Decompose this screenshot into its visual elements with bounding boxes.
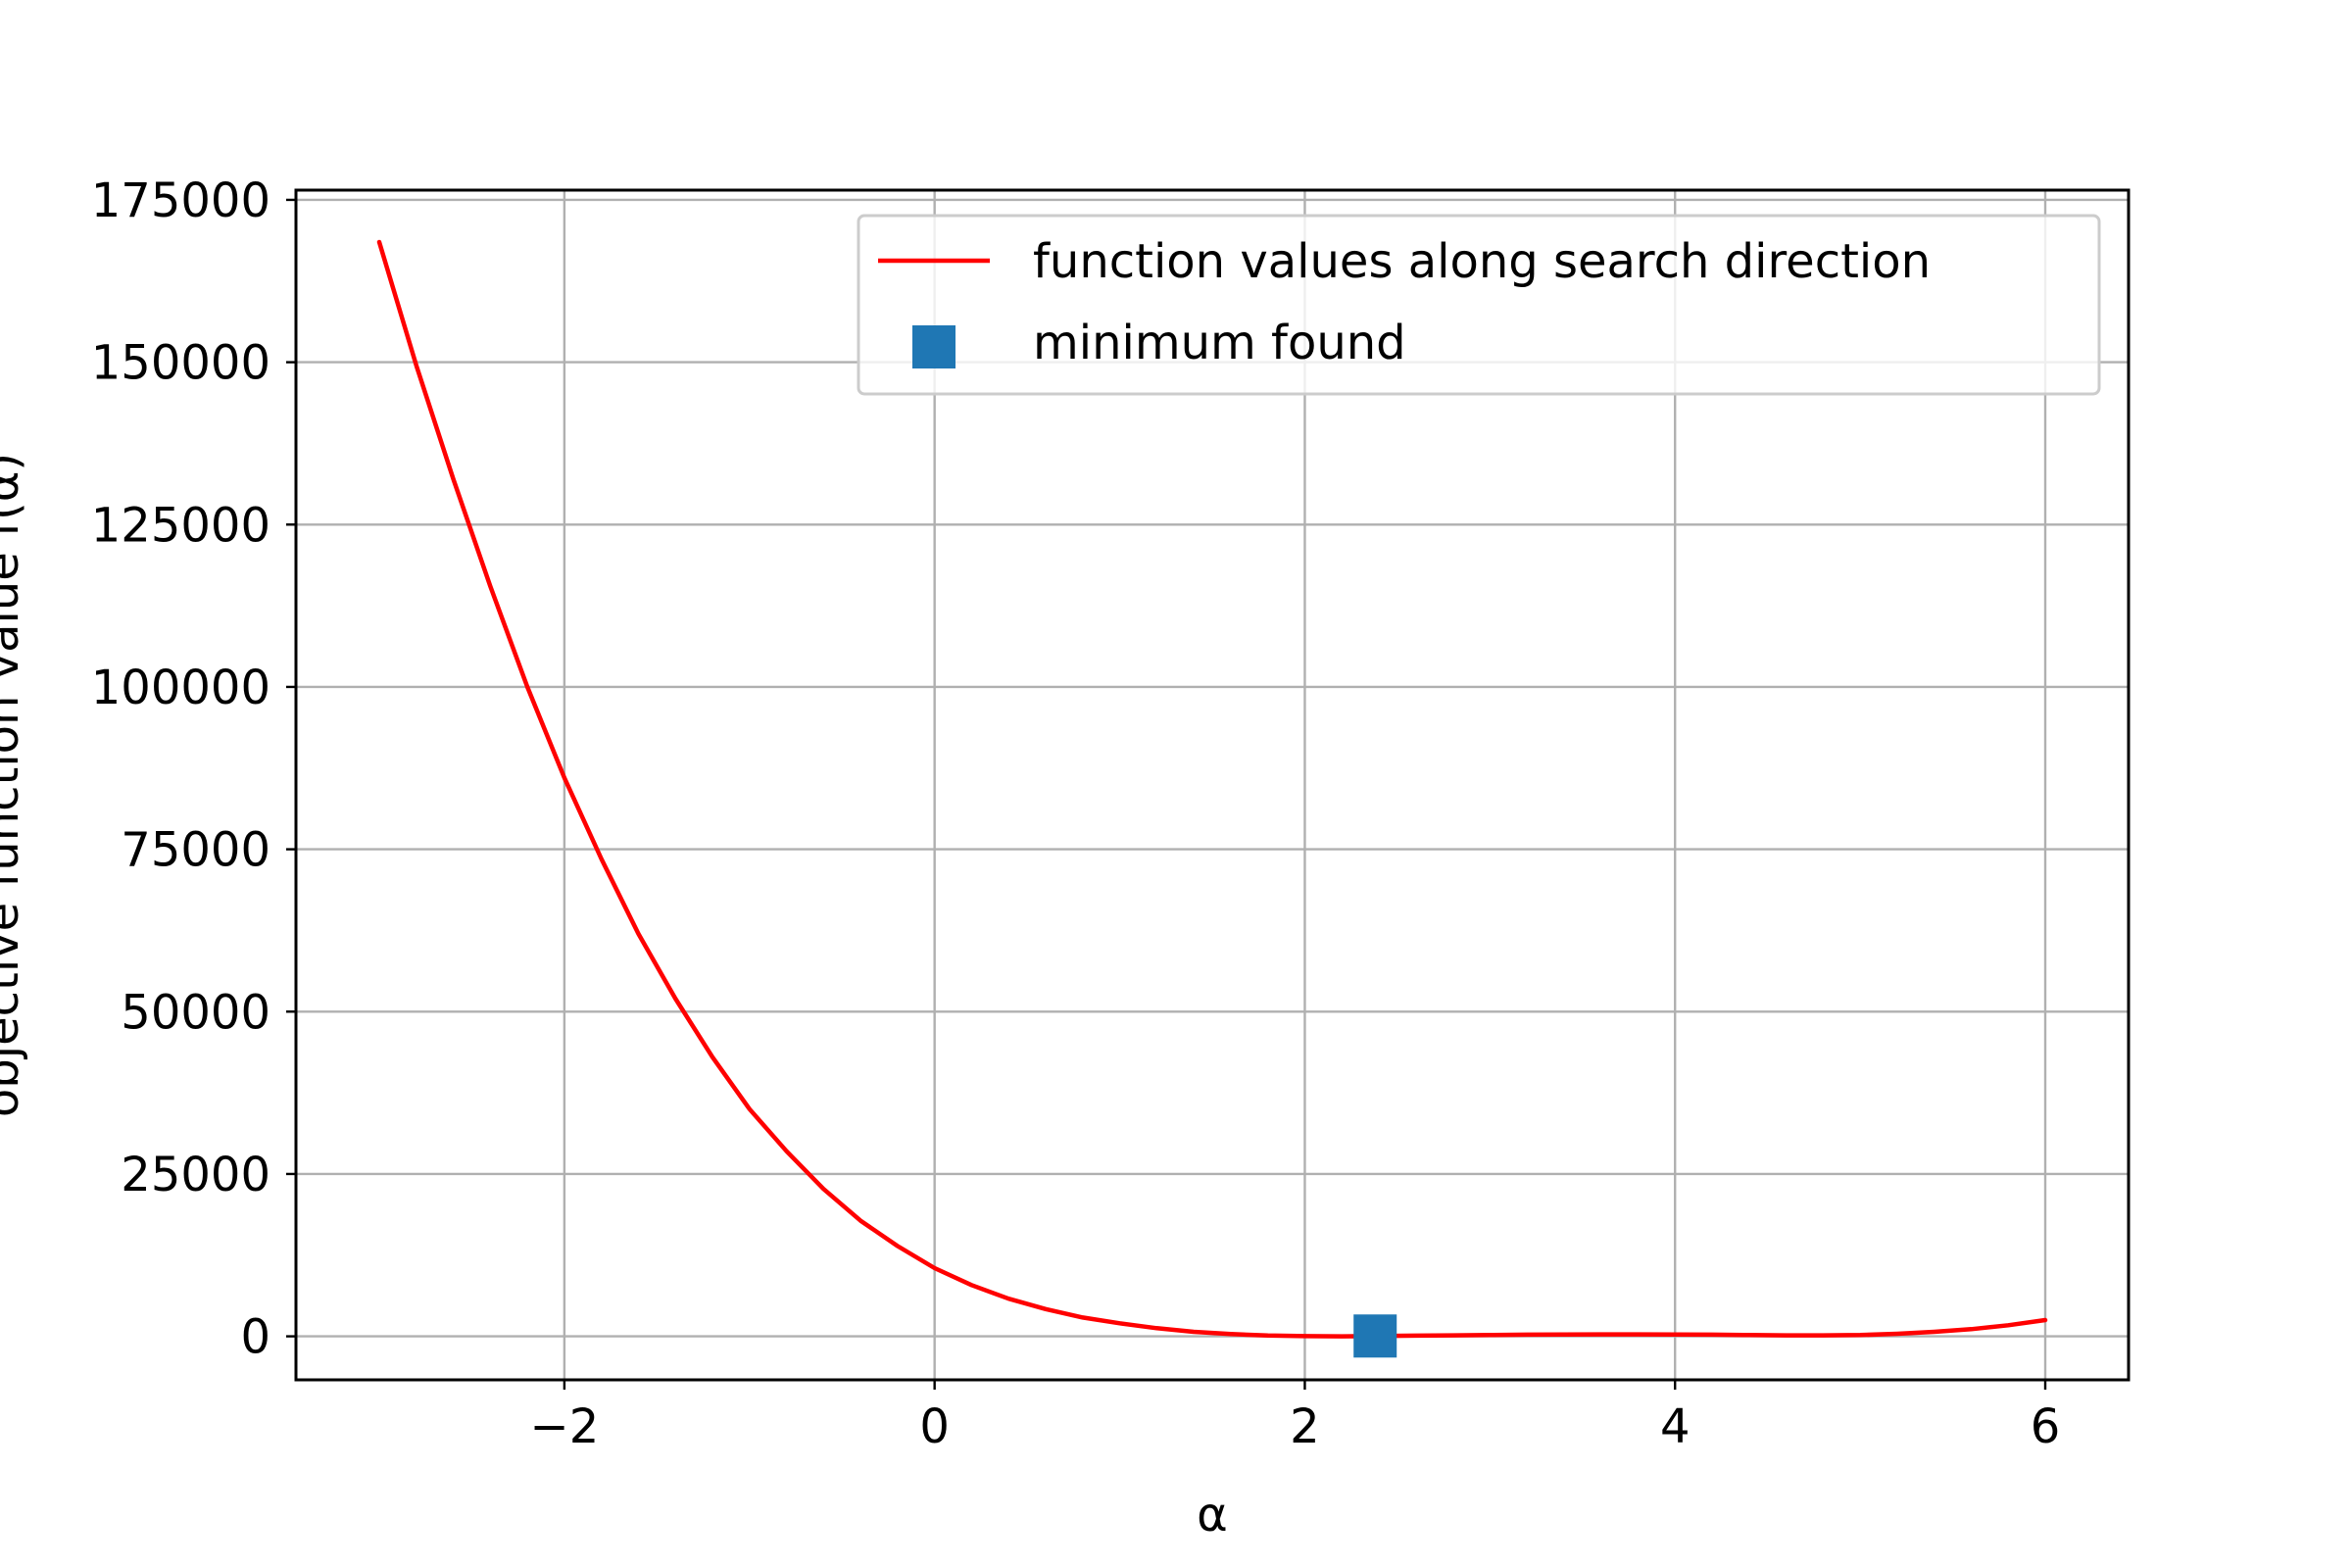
function-values-line <box>376 239 2048 1339</box>
legend-marker-swatch <box>912 325 956 368</box>
y-tick-label: 125000 <box>91 498 270 553</box>
y-axis-label: objective function value f(α) <box>0 453 29 1117</box>
plot-frame <box>294 188 2131 1382</box>
y-tick-label: 25000 <box>121 1148 270 1202</box>
legend-box <box>857 214 2101 396</box>
y-tick-label: 50000 <box>121 985 270 1040</box>
y-tick-label: 175000 <box>91 173 270 228</box>
legend-label-function-values: function values along search direction <box>1033 234 1931 289</box>
legend-label-minimum-found: minimum found <box>1033 316 1406 370</box>
x-tick-label: 4 <box>1660 1399 1690 1454</box>
x-tick-label: −2 <box>530 1399 600 1454</box>
x-tick-label: 0 <box>919 1399 950 1454</box>
y-tick-label: 150000 <box>91 336 270 391</box>
y-tick-label: 0 <box>240 1310 270 1365</box>
y-tick-label: 100000 <box>91 661 270 715</box>
x-tick-label: 6 <box>2031 1399 2061 1454</box>
x-axis-label: α <box>1197 1488 1228 1543</box>
axis-ticks: −2 0 2 4 6 0 25000 50000 75000 100000 125000 150000… <box>91 173 2061 1454</box>
legend: function values along search direction m… <box>857 214 2101 396</box>
plot-series <box>376 239 2048 1358</box>
minimum-marker <box>1353 1314 1397 1358</box>
y-tick-label: 75000 <box>121 823 270 878</box>
x-tick-label: 2 <box>1290 1399 1320 1454</box>
